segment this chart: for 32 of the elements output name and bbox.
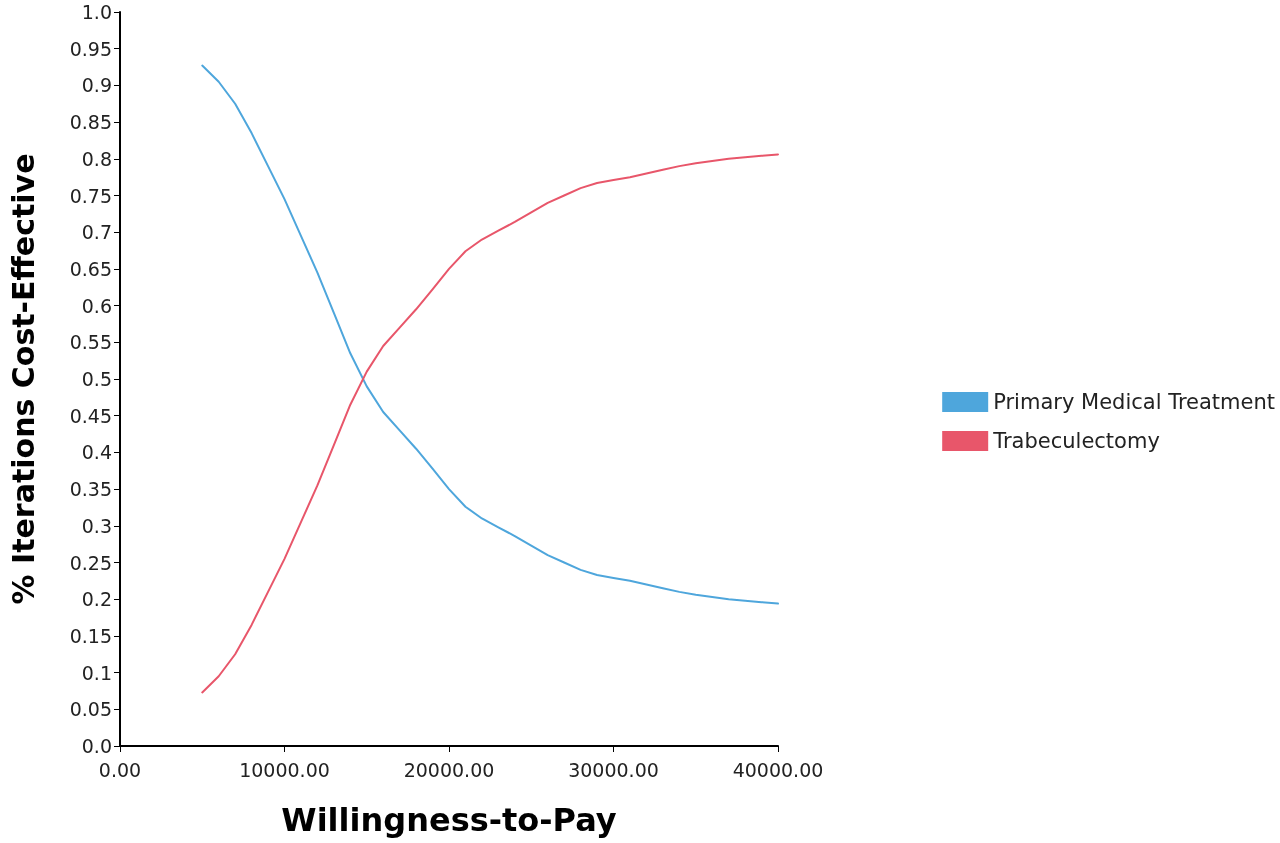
y-tick-label: 0.25 <box>69 551 112 574</box>
y-tick-label: 0.9 <box>81 74 112 97</box>
y-tick-label: 0.45 <box>69 404 112 427</box>
y-tick-label: 0.85 <box>69 111 112 134</box>
x-axis-title: Willingness-to-Pay <box>281 801 617 839</box>
y-tick-label: 0.35 <box>69 478 112 501</box>
x-tick-label: 10000.00 <box>239 758 330 781</box>
legend-label: Trabeculectomy <box>992 429 1160 453</box>
x-tick-label: 20000.00 <box>403 758 495 781</box>
y-tick-label: 0.7 <box>81 221 112 244</box>
y-tick-label: 0.4 <box>81 441 112 464</box>
legend-label: Primary Medical Treatment <box>993 390 1275 414</box>
x-tick-label: 40000.00 <box>732 758 824 781</box>
y-tick-label: 0.6 <box>81 294 112 317</box>
y-tick-label: 0.75 <box>69 184 112 207</box>
x-tick-label: 30000.00 <box>568 758 659 781</box>
y-tick-label: 0.05 <box>69 698 112 721</box>
y-tick-label: 0.5 <box>81 368 112 390</box>
y-axis-title: % Iterations Cost-Effective <box>5 153 41 605</box>
x-tick-label: 0.00 <box>98 758 142 781</box>
y-tick-label: 0.95 <box>69 37 112 60</box>
y-tick-label: 1.0 <box>81 1 112 23</box>
y-tick-label: 0.55 <box>69 331 112 354</box>
y-tick-label: 0.1 <box>81 661 112 684</box>
y-tick-label: 0.3 <box>81 514 112 537</box>
y-tick-label: 0.0 <box>81 735 112 757</box>
line-series <box>201 64 779 605</box>
y-tick-label: 0.2 <box>81 588 112 611</box>
y-tick-label: 0.15 <box>69 624 112 647</box>
y-tick-label: 0.8 <box>81 147 112 170</box>
y-tick-label: 0.65 <box>69 257 112 280</box>
line-series <box>201 153 779 694</box>
